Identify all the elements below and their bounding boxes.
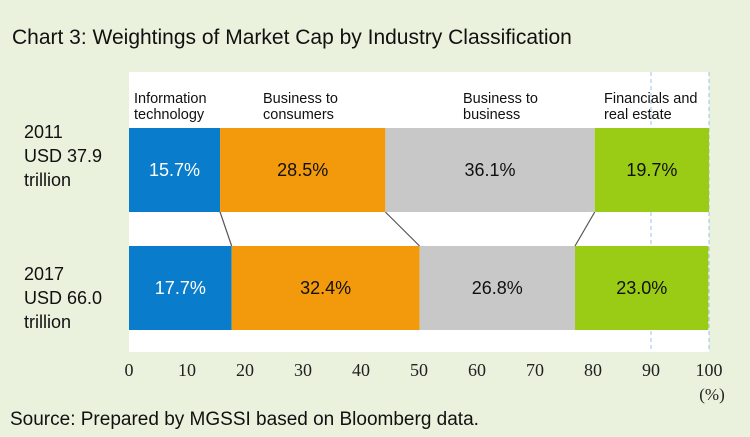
- x-tick-30: 30: [294, 360, 312, 380]
- series-connector-1: [219, 211, 233, 247]
- plot-area: 15.7% 28.5% 36.1% 19.7% 17.7% 32.4% 26.8% 23.0%…: [24, 72, 725, 404]
- series-label-2-line-1: Business to: [263, 91, 338, 107]
- data-label-2011-2: 28.5%: [277, 160, 328, 180]
- category-label-2017-line-1: 2017: [24, 264, 64, 284]
- x-tick-20: 20: [236, 360, 254, 380]
- series-label-4-line-2: real estate: [604, 107, 672, 123]
- data-label-2017-3: 26.8%: [472, 278, 523, 298]
- bar-segment-2011-4: [594, 128, 709, 212]
- data-label-2011-3: 36.1%: [465, 160, 516, 180]
- data-label-2011-4: 19.7%: [626, 160, 677, 180]
- series-label-3-line-1: Business to: [463, 91, 538, 107]
- x-tick-40: 40: [352, 360, 370, 380]
- bar-segment-2011-2: [220, 128, 386, 212]
- x-tick-80: 80: [584, 360, 602, 380]
- x-tick-50: 50: [410, 360, 428, 380]
- bar-segment-2017-1: [129, 246, 232, 330]
- category-label-2011-line-2: USD 37.9: [24, 146, 102, 166]
- chart-title: Chart 3: Weightings of Market Cap by Ind…: [12, 26, 572, 49]
- source-note: Source: Prepared by MGSSI based on Bloom…: [10, 409, 479, 430]
- bar-segment-2011-1: [129, 128, 221, 212]
- data-label-2017-4: 23.0%: [616, 278, 667, 298]
- x-tick-90: 90: [642, 360, 660, 380]
- series-label-3-line-2: business: [463, 107, 520, 123]
- data-label-2017-1: 17.7%: [155, 278, 206, 298]
- series-label-4-line-1: Financials and: [604, 91, 698, 107]
- series-label-1-line-1: Information: [134, 91, 207, 107]
- x-tick-70: 70: [526, 360, 544, 380]
- x-tick-60: 60: [468, 360, 486, 380]
- x-unit-label: (%): [699, 385, 724, 404]
- bar-segment-2011-3: [385, 128, 595, 212]
- series-label-2-line-2: consumers: [263, 107, 334, 123]
- data-label-2017-2: 32.4%: [300, 278, 351, 298]
- category-label-2017-line-2: USD 66.0: [24, 288, 102, 308]
- series-connector-3: [574, 211, 596, 247]
- x-tick-100: 100: [696, 360, 723, 380]
- series-label-1-line-2: technology: [134, 107, 205, 123]
- bar-segment-2017-2: [231, 246, 420, 330]
- category-label-2017-line-3: trillion: [24, 312, 71, 332]
- data-label-2011-1: 15.7%: [149, 160, 200, 180]
- x-tick-0: 0: [125, 360, 134, 380]
- category-label-2011-line-3: trillion: [24, 170, 71, 190]
- category-label-2011-line-1: 2011: [24, 122, 63, 142]
- bar-segment-2017-4: [575, 246, 709, 330]
- bar-segment-2017-3: [419, 246, 576, 330]
- x-tick-10: 10: [178, 360, 196, 380]
- series-connector-2: [384, 211, 421, 247]
